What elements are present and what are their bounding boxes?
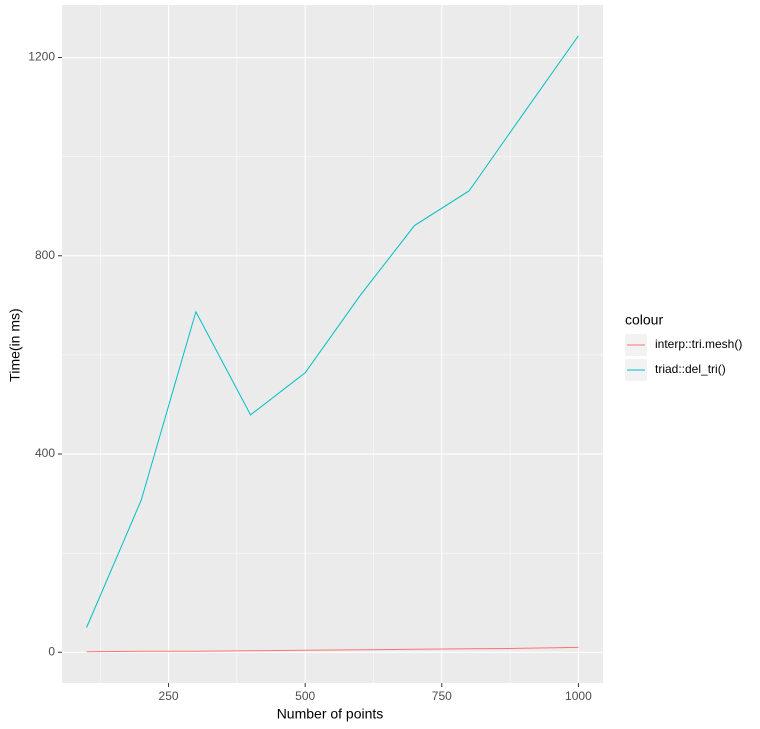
x-tick-label: 1000 [565, 689, 592, 703]
legend-label: interp::tri.mesh() [655, 337, 742, 351]
y-tick-label: 1200 [28, 50, 55, 64]
x-tick-label: 500 [295, 689, 315, 703]
legend-title: colour [625, 312, 663, 328]
y-tick-label: 800 [35, 248, 55, 262]
series-line [86, 35, 579, 628]
y-tick-label: 0 [48, 644, 55, 658]
y-tick-label: 400 [35, 446, 55, 460]
x-tick-label: 750 [432, 689, 452, 703]
y-axis-title: Time(in ms) [7, 308, 23, 381]
legend-label: triad::del_tri() [655, 362, 726, 376]
series-line [86, 646, 579, 653]
x-tick-label: 250 [159, 689, 179, 703]
x-axis-title: Number of points [277, 706, 384, 722]
panel-background [62, 5, 603, 683]
